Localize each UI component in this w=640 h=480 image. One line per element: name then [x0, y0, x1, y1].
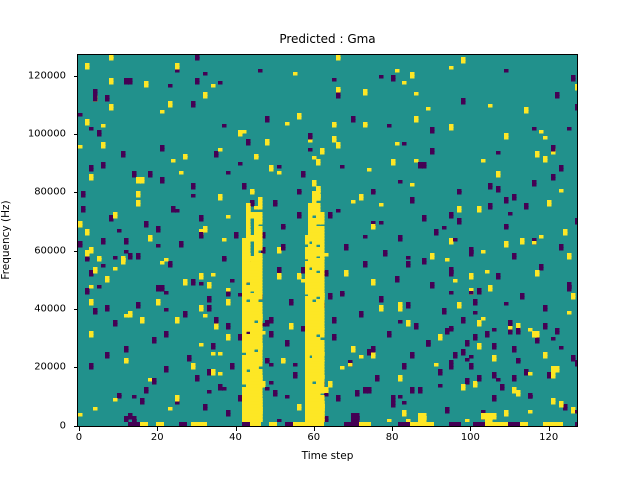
- y-tick-label: 120000: [27, 70, 66, 82]
- x-tick-label: 80: [385, 432, 399, 443]
- y-tick-mark: [73, 75, 77, 77]
- y-tick-label: 0: [59, 420, 66, 432]
- y-tick-label: 20000: [34, 361, 66, 373]
- x-axis-label: Time step: [301, 450, 354, 462]
- y-tick-label: 60000: [34, 245, 66, 257]
- x-tick-label: 100: [460, 432, 480, 443]
- page-title: Predicted : Gma: [279, 32, 376, 46]
- x-tick-mark: [392, 427, 394, 431]
- y-tick-mark: [73, 425, 77, 427]
- x-tick-label: 60: [307, 432, 321, 443]
- y-tick-label: 40000: [34, 303, 66, 315]
- y-tick-mark: [73, 308, 77, 310]
- x-tick-label: 0: [75, 432, 83, 443]
- x-tick-label: 120: [539, 432, 559, 443]
- x-tick-mark: [548, 427, 550, 431]
- y-tick-mark: [73, 367, 77, 369]
- y-tick-mark: [73, 250, 77, 252]
- y-axis-label: Frequency (Hz): [0, 200, 12, 280]
- x-tick-mark: [313, 427, 315, 431]
- x-tick-label: 40: [229, 432, 242, 443]
- x-tick-mark: [157, 427, 159, 431]
- y-tick-mark: [73, 192, 77, 194]
- heatmap-plot-area[interactable]: [77, 54, 578, 427]
- y-tick-label: 100000: [27, 128, 66, 140]
- heatmap-image: [78, 55, 577, 426]
- x-tick-mark: [235, 427, 237, 431]
- y-tick-mark: [73, 134, 77, 136]
- y-tick-label: 80000: [34, 186, 66, 198]
- x-tick-label: 20: [150, 432, 164, 443]
- x-tick-mark: [78, 427, 80, 431]
- x-tick-mark: [470, 427, 472, 431]
